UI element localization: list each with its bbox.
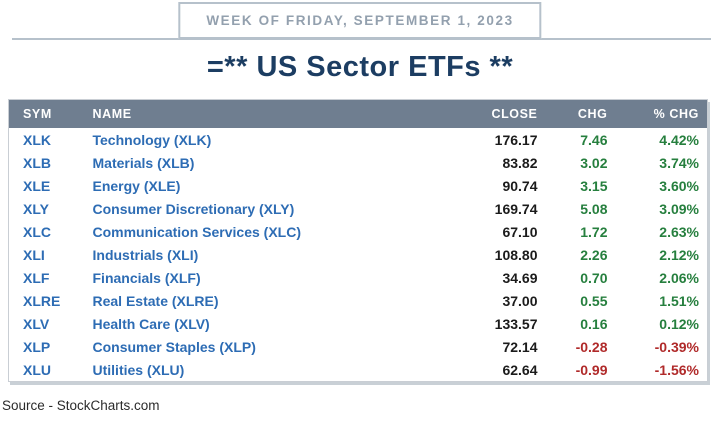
week-banner-label: WEEK OF FRIDAY, SEPTEMBER 1, 2023: [206, 13, 514, 28]
source-attribution: Source - StockCharts.com: [2, 398, 160, 413]
cell-sector-name[interactable]: Energy (XLE): [92, 177, 181, 194]
column-header-name: NAME: [84, 99, 436, 128]
cell-sector-name[interactable]: Consumer Discretionary (XLY): [92, 200, 295, 217]
week-banner: WEEK OF FRIDAY, SEPTEMBER 1, 2023: [178, 2, 542, 39]
table-body: XLK Technology (XLK) 176.17 7.46 4.42% X…: [9, 128, 708, 382]
table-row: XLP Consumer Staples (XLP) 72.14 -0.28 -…: [9, 335, 708, 358]
table-row: XLB Materials (XLB) 83.82 3.02 3.74%: [9, 151, 708, 174]
cell-percent-change: 3.09%: [659, 200, 699, 217]
cell-percent-change: 0.12%: [659, 315, 699, 332]
cell-change: 5.08: [580, 200, 608, 217]
cell-percent-change: 1.51%: [659, 292, 699, 309]
cell-percent-change: -1.56%: [654, 361, 699, 378]
cell-close-price: 72.14: [502, 338, 538, 355]
cell-close-price: 90.74: [502, 177, 538, 194]
cell-sector-name[interactable]: Communication Services (XLC): [92, 223, 302, 240]
cell-change: 2.26: [580, 246, 608, 263]
cell-close-price: 108.80: [494, 246, 538, 263]
cell-percent-change: 2.63%: [659, 223, 699, 240]
cell-close-price: 176.17: [494, 131, 538, 148]
cell-close-price: 133.57: [494, 315, 538, 332]
cell-sector-name[interactable]: Industrials (XLI): [92, 246, 199, 263]
table-row: XLI Industrials (XLI) 108.80 2.26 2.12%: [9, 243, 708, 266]
cell-sector-name[interactable]: Materials (XLB): [92, 154, 195, 171]
column-header-sym: SYM: [8, 99, 85, 128]
cell-symbol[interactable]: XLY: [23, 200, 49, 217]
table-row: XLV Health Care (XLV) 133.57 0.16 0.12%: [9, 312, 708, 335]
column-header-chg: CHG: [545, 99, 616, 128]
cell-percent-change: 3.74%: [659, 154, 699, 171]
table-row: XLK Technology (XLK) 176.17 7.46 4.42%: [9, 128, 708, 151]
cell-sector-name[interactable]: Technology (XLK): [92, 131, 212, 148]
cell-close-price: 67.10: [502, 223, 538, 240]
cell-close-price: 34.69: [502, 269, 538, 286]
cell-percent-change: 2.06%: [659, 269, 699, 286]
table-row: XLC Communication Services (XLC) 67.10 1…: [9, 220, 708, 243]
cell-sector-name[interactable]: Real Estate (XLRE): [92, 292, 219, 309]
cell-change: 0.70: [580, 269, 608, 286]
cell-symbol[interactable]: XLB: [23, 154, 51, 171]
cell-symbol[interactable]: XLU: [23, 361, 51, 378]
cell-symbol[interactable]: XLC: [23, 223, 51, 240]
cell-symbol[interactable]: XLF: [23, 269, 50, 286]
cell-sector-name[interactable]: Financials (XLF): [92, 269, 201, 286]
page-title: =** US Sector ETFs **: [206, 51, 514, 83]
column-header-close: CLOSE: [435, 99, 546, 128]
cell-symbol[interactable]: XLRE: [23, 292, 61, 309]
top-banner-area: WEEK OF FRIDAY, SEPTEMBER 1, 2023: [0, 0, 720, 40]
cell-change: 0.55: [580, 292, 608, 309]
etf-table: SYM NAME CLOSE CHG % CHG XLK Technology …: [8, 99, 708, 382]
cell-close-price: 37.00: [502, 292, 538, 309]
cell-close-price: 83.82: [502, 154, 538, 171]
cell-percent-change: -0.39%: [654, 338, 699, 355]
cell-close-price: 169.74: [494, 200, 538, 217]
table-row: XLU Utilities (XLU) 62.64 -0.99 -1.56%: [9, 358, 708, 382]
cell-symbol[interactable]: XLP: [23, 338, 51, 355]
cell-sector-name[interactable]: Utilities (XLU): [92, 361, 185, 378]
cell-symbol[interactable]: XLV: [23, 315, 50, 332]
cell-change: 3.02: [580, 154, 608, 171]
cell-change: -0.28: [575, 338, 608, 355]
cell-sector-name[interactable]: Consumer Staples (XLP): [92, 338, 256, 355]
cell-percent-change: 3.60%: [659, 177, 699, 194]
cell-change: 7.46: [580, 131, 608, 148]
cell-symbol[interactable]: XLK: [23, 131, 51, 148]
cell-percent-change: 2.12%: [659, 246, 699, 263]
table-row: XLRE Real Estate (XLRE) 37.00 0.55 1.51%: [9, 289, 708, 312]
table-row: XLE Energy (XLE) 90.74 3.15 3.60%: [9, 174, 708, 197]
cell-close-price: 62.64: [502, 361, 538, 378]
cell-change: 3.15: [580, 177, 608, 194]
cell-symbol[interactable]: XLE: [23, 177, 51, 194]
cell-percent-change: 4.42%: [659, 131, 699, 148]
column-header-pct: % CHG: [615, 99, 708, 128]
table-row: XLY Consumer Discretionary (XLY) 169.74 …: [9, 197, 708, 220]
horizontal-divider: [12, 38, 711, 40]
cell-change: -0.99: [575, 361, 608, 378]
table-row: XLF Financials (XLF) 34.69 0.70 2.06%: [9, 266, 708, 289]
cell-change: 1.72: [580, 223, 608, 240]
cell-symbol[interactable]: XLI: [23, 246, 45, 263]
etf-table-container: SYM NAME CLOSE CHG % CHG XLK Technology …: [8, 99, 708, 382]
cell-sector-name[interactable]: Health Care (XLV): [92, 315, 210, 332]
table-header-row: SYM NAME CLOSE CHG % CHG: [8, 99, 708, 128]
cell-change: 0.16: [580, 315, 608, 332]
